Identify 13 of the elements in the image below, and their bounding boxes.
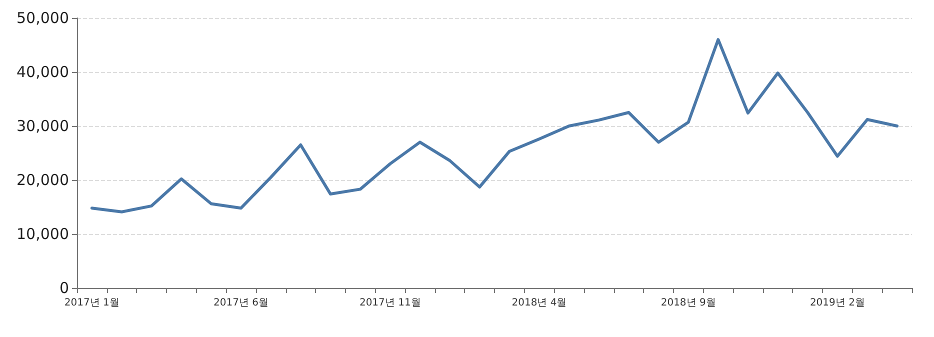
- x-tick-label: 2017년 6월: [214, 298, 269, 308]
- y-tick-label: 40,000: [16, 63, 69, 81]
- x-tick-label: 2018년 9월: [660, 298, 716, 308]
- y-tick-label: 20,000: [16, 171, 69, 189]
- y-tick-label: 10,000: [16, 225, 69, 243]
- y-tick-label: 0: [59, 279, 69, 297]
- y-tick-label: 50,000: [16, 9, 69, 27]
- x-tick-label: 2018년 4월: [512, 298, 567, 308]
- x-tick-label: 2019년 2월: [810, 298, 865, 308]
- line-series: [90, 38, 899, 214]
- y-tick-label: 30,000: [16, 117, 69, 135]
- x-tick-label: 2017년 11월: [359, 298, 421, 308]
- x-tick-label: 2017년 1월: [64, 298, 120, 308]
